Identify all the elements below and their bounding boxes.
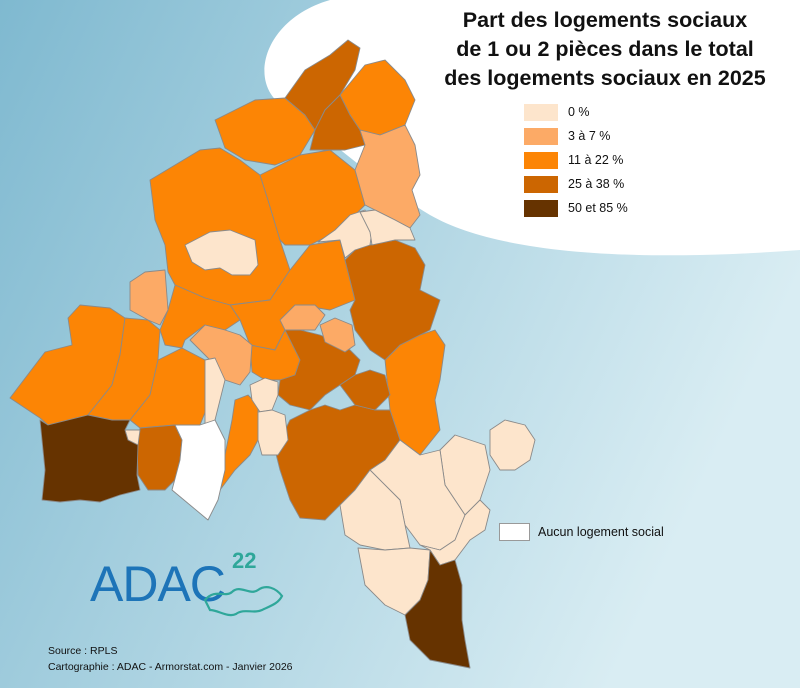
commune-north-pale (184, 229, 259, 276)
commune-se-pale-2 (489, 419, 536, 471)
source-text: Source : RPLS (48, 645, 118, 657)
commune-north-top (214, 97, 316, 166)
legend-label: 50 et 85 % (568, 201, 628, 215)
credits: Source : RPLS Cartographie : ADAC - Armo… (48, 643, 293, 675)
legend-swatch (524, 175, 558, 193)
legend-swatch (524, 199, 558, 217)
commune-north-east-light (354, 124, 421, 229)
commune-south-east-darkest (404, 549, 471, 669)
commune-small-dark (339, 369, 391, 411)
legend-swatch (524, 103, 558, 121)
title-line-1: Part des logements sociaux (462, 8, 748, 32)
legend: 0 % 3 à 7 % 11 à 22 % 25 à 38 % 50 et 85… (524, 100, 628, 220)
commune-center-pale-3 (257, 409, 289, 456)
no-data-swatch (499, 523, 530, 541)
legend-label: 0 % (568, 105, 590, 119)
map-title: Part des logements sociaux de 1 ou 2 piè… (410, 6, 800, 93)
legend-item: 11 à 22 % (524, 148, 628, 172)
legend-label: 11 à 22 % (568, 153, 624, 167)
commune-north-dark-1 (284, 39, 361, 131)
adac-logo: ADAC 22 (90, 550, 290, 620)
legend-swatch (524, 127, 558, 145)
legend-item: 50 et 85 % (524, 196, 628, 220)
legend-item: 3 à 7 % (524, 124, 628, 148)
legend-item: 0 % (524, 100, 628, 124)
legend-label: 25 à 38 % (568, 177, 625, 191)
legend-item: 25 à 38 % (524, 172, 628, 196)
logo-superscript: 22 (232, 548, 257, 573)
commune-center-west-orange (159, 284, 241, 349)
commune-west-light (129, 269, 169, 326)
commune-east-pale-2 (359, 209, 416, 246)
cartography-text: Cartographie : ADAC - Armorstat.com - Ja… (48, 661, 293, 673)
no-data-label: Aucun logement social (538, 525, 664, 539)
title-line-2: de 1 ou 2 pièces dans le total (456, 37, 754, 61)
commune-se-pale-4 (339, 469, 411, 551)
commune-no-data (171, 419, 226, 521)
commune-center-pale-2 (249, 377, 279, 413)
commune-center-pale-1 (204, 357, 226, 426)
title-line-3: des logements sociaux en 2025 (444, 66, 766, 90)
no-data-legend: Aucun logement social (499, 523, 664, 541)
legend-label: 3 à 7 % (568, 129, 611, 143)
commune-south-west-darkest (39, 414, 141, 503)
legend-swatch (524, 151, 558, 169)
commune-center-light-2 (279, 304, 326, 331)
commune-center-light-3 (319, 317, 356, 353)
logo-outline-icon (203, 586, 284, 617)
logo-text: ADAC (90, 556, 226, 612)
